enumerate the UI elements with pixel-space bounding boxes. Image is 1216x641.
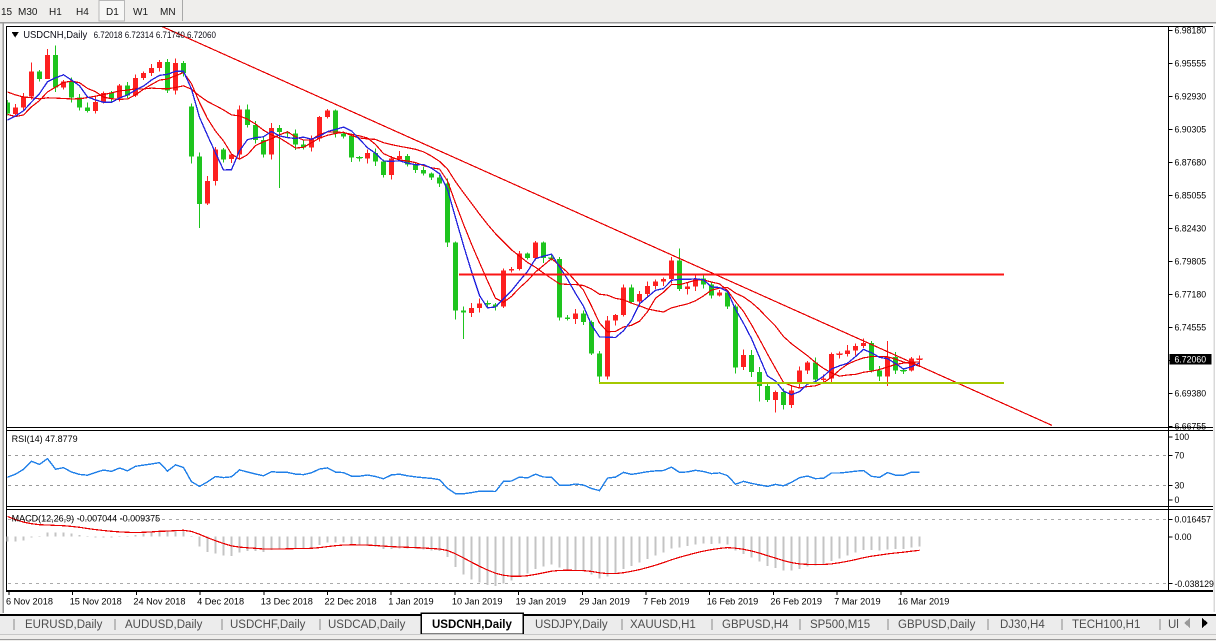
svg-text:TECH100,H1: TECH100,H1 (1072, 619, 1140, 631)
svg-text:M30: M30 (18, 7, 38, 18)
svg-text:H4: H4 (76, 7, 89, 18)
svg-text:6.98180: 6.98180 (1175, 26, 1207, 36)
svg-text:RSI(14) 47.8779: RSI(14) 47.8779 (12, 434, 78, 444)
svg-text:100: 100 (1175, 432, 1190, 442)
svg-text:6.87680: 6.87680 (1175, 158, 1207, 168)
svg-text:26 Feb 2019: 26 Feb 2019 (770, 597, 822, 607)
svg-text:6.90305: 6.90305 (1175, 125, 1207, 135)
svg-text:10 Jan 2019: 10 Jan 2019 (452, 597, 503, 607)
svg-text:16 Feb 2019: 16 Feb 2019 (707, 597, 759, 607)
svg-text:6.66755: 6.66755 (1175, 422, 1207, 432)
svg-text:6.85055: 6.85055 (1175, 191, 1207, 201)
svg-text:USDCAD,Daily: USDCAD,Daily (328, 619, 406, 631)
svg-text:7 Feb 2019: 7 Feb 2019 (643, 597, 690, 607)
svg-text:USDJPY,Daily: USDJPY,Daily (535, 619, 608, 631)
svg-text:19 Jan 2019: 19 Jan 2019 (516, 597, 567, 607)
svg-text:AUDUSD,Daily: AUDUSD,Daily (125, 619, 203, 631)
svg-text:4 Dec 2018: 4 Dec 2018 (197, 597, 244, 607)
svg-text:0.016457: 0.016457 (1175, 515, 1212, 525)
svg-text:GBPUSD,Daily: GBPUSD,Daily (898, 619, 976, 631)
svg-text:0: 0 (1175, 495, 1180, 505)
svg-text:29 Jan 2019: 29 Jan 2019 (579, 597, 630, 607)
svg-text:6.72018 6.72314 6.71740 6.7206: 6.72018 6.72314 6.71740 6.72060 (94, 30, 216, 40)
svg-text:USDCNH,Daily: USDCNH,Daily (23, 29, 88, 41)
svg-text:13 Dec 2018: 13 Dec 2018 (261, 597, 313, 607)
svg-text:Ul: Ul (1168, 619, 1179, 631)
svg-text:-0.038129: -0.038129 (1175, 579, 1215, 589)
svg-text:D1: D1 (106, 7, 119, 18)
svg-text:XAUUSD,H1: XAUUSD,H1 (630, 619, 696, 631)
svg-text:H1: H1 (49, 7, 62, 18)
svg-text:GBPUSD,H4: GBPUSD,H4 (722, 619, 789, 631)
svg-text:SP500,M15: SP500,M15 (810, 619, 870, 631)
svg-text:1 Jan 2019: 1 Jan 2019 (388, 597, 433, 607)
svg-text:W1: W1 (133, 7, 148, 18)
svg-text:15 Nov 2018: 15 Nov 2018 (70, 597, 122, 607)
svg-text:70: 70 (1175, 451, 1185, 461)
svg-text:6.69380: 6.69380 (1175, 389, 1207, 399)
svg-text:6.77180: 6.77180 (1175, 290, 1207, 300)
svg-text:16 Mar 2019: 16 Mar 2019 (898, 597, 950, 607)
svg-text:6.79805: 6.79805 (1175, 257, 1207, 267)
svg-text:6.74555: 6.74555 (1175, 323, 1207, 333)
svg-text:6.92930: 6.92930 (1175, 92, 1207, 102)
svg-text:USDCHF,Daily: USDCHF,Daily (230, 619, 306, 631)
svg-text:22 Dec 2018: 22 Dec 2018 (325, 597, 377, 607)
svg-text:6.82430: 6.82430 (1175, 224, 1207, 234)
svg-text:6.95555: 6.95555 (1175, 59, 1207, 69)
svg-text:MN: MN (160, 7, 176, 18)
svg-text:0.00: 0.00 (1175, 532, 1192, 542)
svg-text:6 Nov 2018: 6 Nov 2018 (6, 597, 53, 607)
svg-text:30: 30 (1175, 481, 1185, 491)
svg-text:EURUSD,Daily: EURUSD,Daily (25, 619, 103, 631)
svg-text:6.72060: 6.72060 (1175, 354, 1207, 364)
svg-text:7 Mar 2019: 7 Mar 2019 (834, 597, 880, 607)
svg-text:15: 15 (1, 7, 13, 18)
svg-text:24 Nov 2018: 24 Nov 2018 (133, 597, 185, 607)
svg-text:USDCNH,Daily: USDCNH,Daily (432, 619, 512, 631)
svg-text:DJ30,H4: DJ30,H4 (1000, 619, 1045, 631)
svg-text:MACD(12,26,9) -0.007044 -0.009: MACD(12,26,9) -0.007044 -0.009375 (12, 514, 161, 524)
